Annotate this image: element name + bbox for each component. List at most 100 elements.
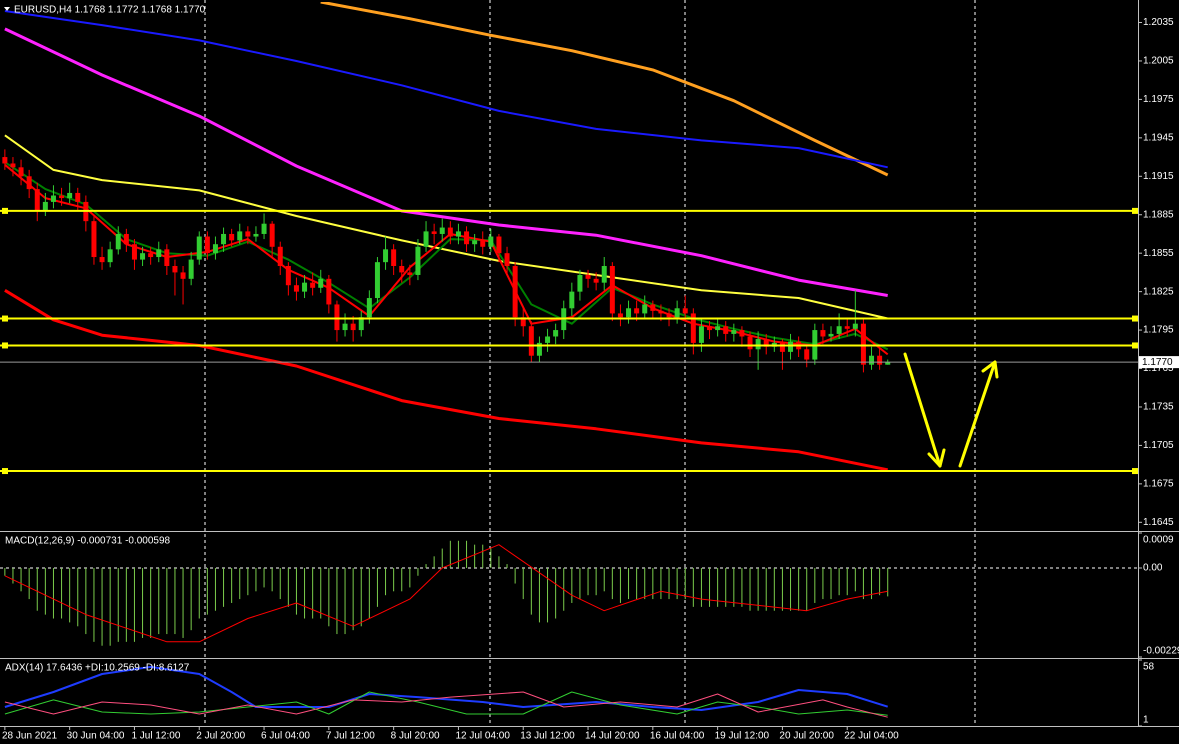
candle-body bbox=[196, 236, 202, 260]
candle-body bbox=[34, 189, 40, 211]
candle-body bbox=[123, 233, 129, 245]
panel-title: MACD(12,26,9) -0.000731 -0.000598 bbox=[5, 536, 171, 547]
level-marker bbox=[1132, 315, 1138, 322]
candle-body bbox=[715, 326, 721, 331]
candle-body bbox=[59, 195, 65, 199]
candle-body bbox=[820, 330, 826, 337]
x-tick-label: 16 Jul 04:00 bbox=[650, 731, 705, 742]
panel-title: EURUSD,H4 1.1768 1.1772 1.1768 1.1770 bbox=[14, 5, 206, 16]
y-tick-label: 1.1915 bbox=[1143, 171, 1174, 182]
candle-body bbox=[115, 233, 121, 250]
candle-body bbox=[164, 249, 170, 266]
level-marker bbox=[1132, 207, 1138, 214]
candle-body bbox=[91, 221, 97, 258]
y-tick-label: 1.1705 bbox=[1143, 440, 1174, 451]
candle-body bbox=[221, 233, 227, 245]
candle-body bbox=[188, 259, 194, 279]
candle-body bbox=[545, 336, 551, 343]
x-tick-label: 12 Jul 04:00 bbox=[455, 731, 510, 742]
signal-line bbox=[4, 544, 888, 643]
candle-body bbox=[472, 240, 478, 245]
candle-body bbox=[293, 285, 299, 292]
y-tick-label: -0.00229 bbox=[1143, 646, 1179, 657]
y-tick-label: 1.1675 bbox=[1143, 479, 1174, 490]
candle-body bbox=[553, 330, 559, 337]
level-marker bbox=[2, 315, 8, 322]
candle-body bbox=[2, 157, 8, 164]
candle-body bbox=[10, 163, 16, 168]
y-tick-label: 1.1975 bbox=[1143, 94, 1174, 105]
candle-body bbox=[788, 341, 794, 352]
candle-body bbox=[650, 304, 656, 311]
x-tick-label: 28 Jun 2021 bbox=[2, 731, 57, 742]
candle-body bbox=[707, 326, 713, 331]
candle-body bbox=[350, 323, 356, 331]
candle-body bbox=[148, 253, 154, 258]
candle-body bbox=[383, 249, 389, 263]
candle-body bbox=[690, 313, 696, 343]
candle-body bbox=[439, 227, 445, 234]
candle-body bbox=[464, 231, 470, 245]
candle-body bbox=[496, 236, 502, 254]
candle-body bbox=[245, 231, 251, 237]
candle-body bbox=[318, 278, 324, 288]
moving-average bbox=[320, 2, 889, 177]
level-marker bbox=[1132, 342, 1138, 349]
candle-body bbox=[18, 167, 24, 177]
candle-body bbox=[172, 266, 178, 273]
menu-icon bbox=[4, 7, 10, 11]
candle-body bbox=[50, 195, 56, 202]
candle-body bbox=[666, 313, 672, 318]
y-tick-label: 0.0009 bbox=[1143, 535, 1174, 546]
y-tick-label: 1.1825 bbox=[1143, 286, 1174, 297]
candle-body bbox=[156, 249, 162, 258]
indicator-line bbox=[4, 691, 888, 716]
candle-body bbox=[642, 304, 648, 314]
y-tick-label: 58 bbox=[1143, 662, 1155, 673]
candle-body bbox=[447, 227, 453, 237]
last-price-label: 1.1770 bbox=[1142, 357, 1173, 368]
candle-body bbox=[682, 308, 688, 314]
candle-body bbox=[528, 326, 534, 356]
candle-body bbox=[391, 249, 397, 266]
macd-panel bbox=[0, 540, 1138, 646]
candle-body bbox=[26, 176, 32, 190]
last-price-box bbox=[1139, 356, 1179, 369]
vertical-grid bbox=[204, 0, 976, 726]
y-tick-label: 1.2035 bbox=[1143, 17, 1174, 28]
candle-body bbox=[601, 266, 607, 283]
candle-body bbox=[585, 274, 591, 279]
x-tick-label: 8 Jul 20:00 bbox=[391, 731, 440, 742]
candle-body bbox=[180, 272, 186, 279]
candle-body bbox=[836, 326, 842, 334]
candle-body bbox=[399, 266, 405, 273]
candle-body bbox=[140, 253, 146, 260]
candle-body bbox=[763, 339, 769, 347]
candle-body bbox=[617, 313, 623, 318]
x-tick-label: 1 Jul 12:00 bbox=[131, 731, 180, 742]
candle-body bbox=[860, 323, 866, 365]
x-tick-label: 14 Jul 20:00 bbox=[585, 731, 640, 742]
candle-body bbox=[131, 244, 137, 260]
level-marker bbox=[2, 468, 8, 475]
candle-body bbox=[658, 310, 664, 314]
x-tick-label: 22 Jul 04:00 bbox=[844, 731, 899, 742]
candle-body bbox=[488, 236, 494, 247]
candle-body bbox=[698, 326, 704, 343]
candle-body bbox=[415, 246, 421, 275]
candle-body bbox=[634, 308, 640, 314]
candle-body bbox=[75, 192, 81, 202]
candle-body bbox=[67, 192, 73, 199]
y-tick-label: 1.1885 bbox=[1143, 209, 1174, 220]
candle-body bbox=[407, 272, 413, 275]
candle-body bbox=[253, 233, 259, 237]
price-panel bbox=[0, 2, 1138, 473]
candle-body bbox=[42, 201, 48, 211]
candle-body bbox=[269, 223, 275, 247]
y-tick-label: 1 bbox=[1143, 715, 1149, 726]
candle-body bbox=[885, 362, 891, 365]
candle-body bbox=[804, 349, 810, 360]
candle-body bbox=[569, 291, 575, 309]
y-tick-label: 1.2005 bbox=[1143, 56, 1174, 67]
candle-body bbox=[844, 326, 850, 329]
